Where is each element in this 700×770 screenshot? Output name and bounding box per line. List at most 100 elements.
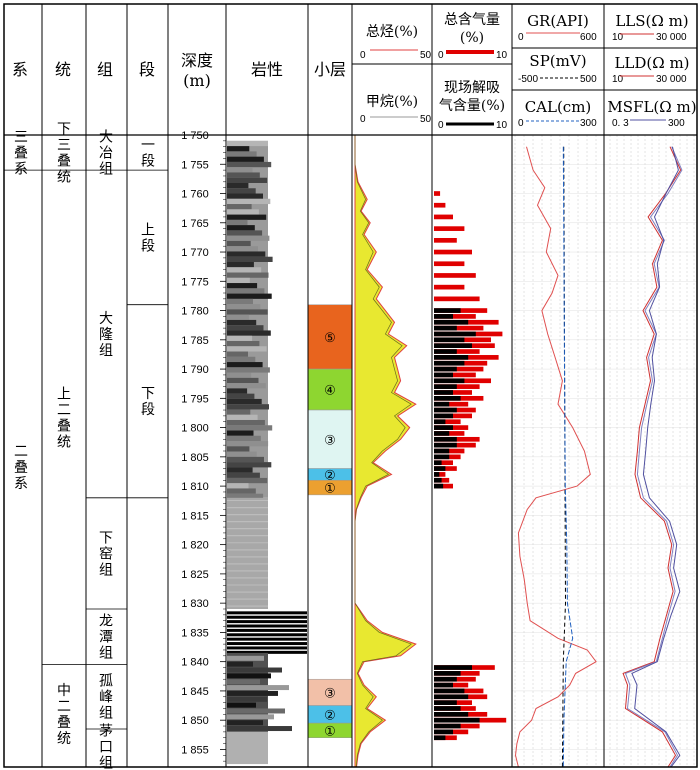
desorbed-gas-bar (434, 314, 453, 319)
lithology-coal-bed (227, 633, 307, 637)
member-label: 下 (141, 386, 155, 402)
formation-label: 大 (99, 311, 113, 327)
formation-label: 组 (99, 755, 113, 770)
desorbed-gas-bar (434, 407, 457, 413)
header-gr-min: 0 (518, 32, 524, 43)
lithology-band (227, 667, 282, 673)
header-total-hc-min: 0 (360, 50, 366, 61)
series-label: 二 (57, 402, 71, 418)
depth-tick-label: 1 800 (181, 423, 209, 435)
header-series: 统 (55, 60, 71, 79)
lls-curve (622, 146, 682, 768)
total-gas-bar (434, 325, 484, 331)
desorbed-gas-bar (434, 717, 480, 723)
desorbed-gas-bar (434, 477, 442, 483)
desorbed-gas-bar (434, 431, 450, 436)
lithology-band (227, 246, 258, 252)
header-cal: CAL(cm) (525, 98, 592, 116)
desorbed-gas-bar (434, 676, 457, 682)
formation-label: 口 (99, 739, 113, 755)
system-label: 系 (14, 161, 28, 177)
lithology-band (227, 393, 255, 399)
lithology-coal-bed (227, 620, 307, 624)
depth-tick-label: 1 830 (181, 598, 209, 610)
lithology-band (227, 435, 261, 442)
lithology-limestone-block (227, 731, 268, 765)
lithology-band (227, 209, 259, 215)
member-label: 一 (141, 137, 155, 153)
desorbed-gas-bar (434, 483, 444, 489)
desorbed-gas-bar (434, 319, 469, 325)
lithology-band (227, 477, 268, 484)
lithology-band (227, 467, 253, 473)
lithology-band (227, 230, 263, 236)
header-sublayer: 小层 (314, 60, 346, 79)
header-total-gas-max: 10 (496, 50, 508, 61)
lithology-band (227, 430, 254, 436)
desorbed-gas-bar (434, 419, 446, 425)
desorbed-gas-bar (434, 378, 465, 384)
lithology-band (227, 351, 248, 357)
depth-tick-label: 1 765 (181, 218, 209, 230)
lithology-band (227, 441, 269, 447)
depth-tick-label: 1 825 (181, 569, 209, 581)
total-gas-bar (434, 483, 453, 489)
formation-label: 组 (99, 343, 113, 359)
lithology-band (227, 272, 269, 278)
header-lld-min: 10 (612, 74, 624, 85)
cal-curve (562, 146, 574, 768)
depth-tick-label: 1 850 (181, 715, 209, 727)
series-label: 中 (57, 683, 71, 699)
header-methane: 甲烷(%) (366, 94, 418, 110)
lithology-band (227, 298, 253, 305)
depth-tick-label: 1 835 (181, 627, 209, 639)
lithology-band (227, 472, 260, 478)
formation-label: 冶 (99, 145, 113, 161)
lithology-coal-bed (227, 646, 307, 650)
desorbed-gas-bar (434, 390, 453, 395)
header-methane-max: 50 (420, 114, 432, 125)
desorbed-gas-bar (434, 413, 453, 419)
header-depth-line2: (m) (183, 71, 211, 90)
sublayer-label: ④ (324, 384, 336, 399)
desorbed-gas-bar (434, 325, 457, 331)
lithology-band (227, 340, 260, 347)
lithology-band (227, 673, 271, 679)
lithology-band (227, 156, 264, 162)
desorbed-gas-bar (434, 308, 461, 313)
lithology-band (227, 235, 270, 241)
system-label: 叠 (14, 145, 28, 161)
lld-curve (624, 146, 683, 768)
desorbed-gas-bar (434, 436, 457, 442)
lithology-band (227, 304, 261, 310)
outer-frame (3, 3, 698, 768)
desorbed-gas-bar (434, 729, 453, 735)
lithology-coal-bed (227, 650, 307, 654)
depth-tick-label: 1 805 (181, 452, 209, 464)
header-lld: LLD(Ω m) (614, 54, 689, 72)
total-gas-bar (434, 261, 465, 267)
header-gr: GR(API) (527, 12, 589, 30)
depth-tick-label: 1 820 (181, 540, 209, 552)
header-desorb-max: 10 (496, 120, 508, 131)
formation-label: 组 (99, 706, 113, 722)
lithology-band (227, 161, 272, 168)
total-gas-bar (434, 249, 472, 255)
formation-label: 峰 (99, 690, 113, 706)
desorbed-gas-bar (434, 454, 450, 460)
header-desorb-line1: 现场解吸 (444, 80, 500, 96)
lithology-band (227, 462, 272, 468)
header-sp-max: 500 (580, 74, 597, 85)
lithology-band (227, 388, 248, 394)
desorbed-gas-bar (434, 372, 453, 378)
lithology-band (227, 177, 268, 183)
total-gas-bar (434, 419, 461, 425)
desorbed-gas-bar (434, 688, 465, 694)
desorbed-gas-bar (434, 723, 461, 729)
desorbed-gas-bar (434, 349, 457, 354)
depth-tick-label: 1 780 (181, 306, 209, 318)
dynamic-content: ⑤④③②①③②①三叠系二叠系下三叠统上二叠统中二叠统大冶组大隆组下窑组龙潭组孤峰… (3, 3, 698, 770)
desorbed-gas-bar (434, 700, 457, 705)
depth-tick-label: 1 785 (181, 335, 209, 347)
